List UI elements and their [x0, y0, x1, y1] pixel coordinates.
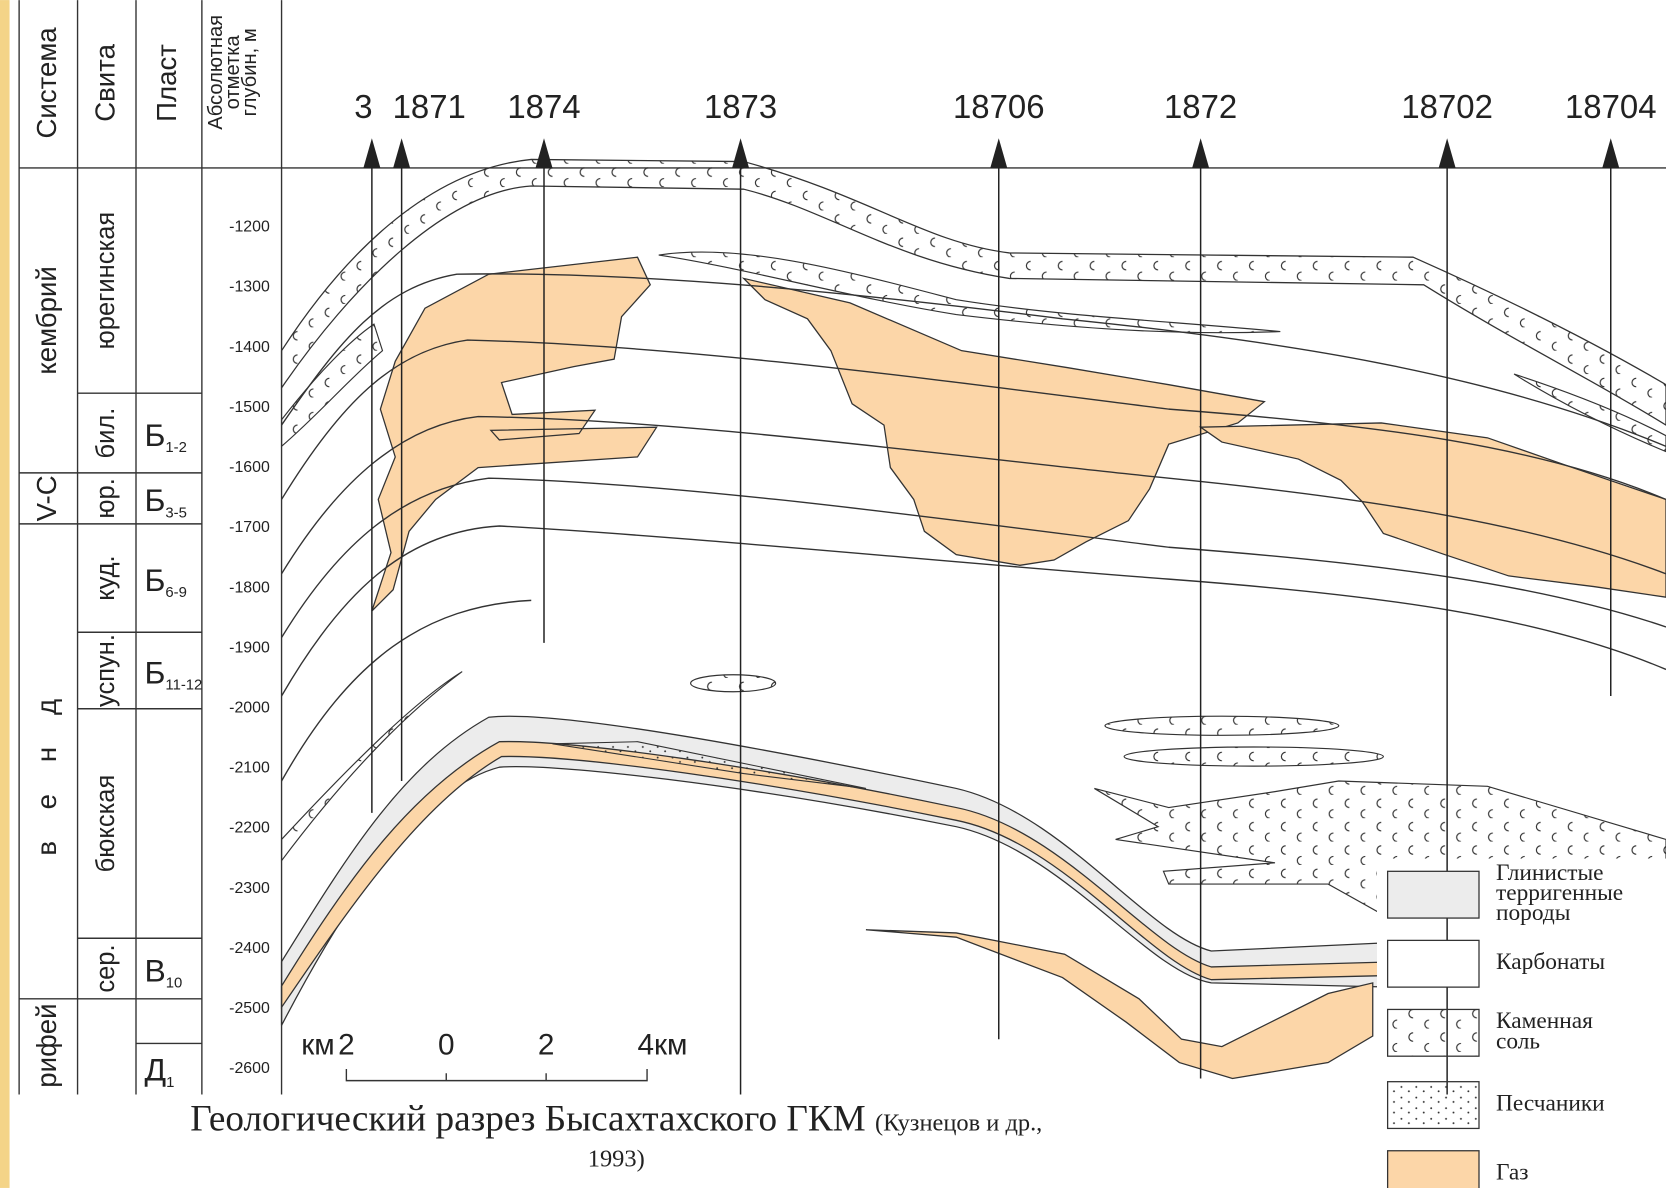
layer-index: 10 — [166, 976, 183, 992]
header-layer: Пласт — [151, 44, 182, 122]
scale-bar — [346, 1069, 647, 1081]
legend-label: Песчаники — [1496, 1090, 1605, 1116]
scale-label: 2 — [538, 1028, 555, 1061]
layer-name: Б3-5 — [145, 482, 187, 521]
depth-label: -1300 — [229, 279, 270, 296]
system-name: рифей — [31, 1003, 62, 1087]
depth-label: -1700 — [229, 519, 270, 536]
layer-name: Д1 — [145, 1052, 175, 1091]
legend-label: Газ — [1496, 1159, 1529, 1185]
salt-lens — [691, 675, 776, 692]
layer-name: Б11-12 — [145, 654, 203, 693]
caption-source: 1993) — [588, 1146, 645, 1173]
depth-label: -1400 — [229, 339, 270, 356]
legend-swatch — [1388, 940, 1479, 987]
suite-name: бил. — [92, 408, 120, 459]
suite-name: юр. — [92, 478, 120, 518]
legend-label: породы — [1496, 900, 1571, 926]
legend-swatch — [1388, 871, 1479, 918]
page: СистемаСвитаПластАбсолютнаяотметкаглубин… — [0, 0, 1666, 1188]
side-stripe — [0, 0, 10, 1188]
suite-name: успун. — [92, 634, 120, 707]
system-name: кембрий — [31, 266, 62, 374]
caption: Геологический разрез Бысахтахского ГКМ (… — [190, 1099, 1042, 1140]
well-name: 1871 — [393, 88, 466, 125]
legend-swatch — [1388, 1009, 1479, 1056]
scale-label: 2 — [338, 1028, 355, 1061]
suite-name: бюкская — [92, 775, 120, 873]
scale-label: 0 — [438, 1028, 455, 1061]
well-name: 3 — [354, 88, 372, 125]
depth-label: -1600 — [229, 459, 270, 476]
system-name: венд — [31, 667, 62, 856]
well-marker — [1439, 138, 1456, 168]
depth-label: -2400 — [229, 940, 270, 957]
caption-part: (Кузнецов и др., — [875, 1110, 1042, 1137]
depth-label: -2300 — [229, 880, 270, 897]
well-marker — [1192, 138, 1209, 168]
layer-index: 1-2 — [165, 440, 186, 456]
layer-index: 3-5 — [165, 506, 186, 522]
well-marker — [1602, 138, 1619, 168]
layer-index: 11-12 — [165, 678, 202, 694]
legend-swatch — [1388, 1082, 1479, 1129]
header-depth: глубин, м — [239, 28, 261, 116]
well-marker — [990, 138, 1007, 168]
layer-letter: Б — [145, 417, 166, 453]
layer-letter: Д — [145, 1052, 167, 1088]
legend-swatch — [1388, 1151, 1479, 1188]
legend-label: Карбонаты — [1496, 949, 1605, 975]
well-marker — [536, 138, 553, 168]
depth-label: -2200 — [229, 820, 270, 837]
salt-lens — [1105, 716, 1339, 735]
well-name: 18702 — [1401, 88, 1493, 125]
gas-body — [744, 278, 1265, 565]
suite-name: сер. — [92, 944, 120, 992]
caption-part: Геологический разрез Бысахтахского ГКМ — [190, 1099, 866, 1140]
layer-name: В10 — [145, 952, 183, 991]
cross-section: СистемаСвитаПластАбсолютнаяотметкаглубин… — [0, 0, 1666, 1188]
well-name: 1874 — [507, 88, 580, 125]
gas-body — [1201, 423, 1666, 597]
layer-name: Б6-9 — [145, 562, 187, 601]
well-name: 18706 — [953, 88, 1045, 125]
layer-letter: Б — [145, 482, 166, 518]
header-system: Система — [31, 27, 62, 139]
legend-label: соль — [1496, 1028, 1540, 1054]
layer-index: 1 — [166, 1075, 174, 1091]
well-marker — [393, 138, 410, 168]
header-suite: Свита — [90, 43, 121, 121]
depth-label: -1500 — [229, 399, 270, 416]
suite-name: куд. — [92, 555, 120, 600]
depth-label: -2000 — [229, 699, 270, 716]
layer-letter: Б — [145, 654, 166, 690]
depth-label: -2500 — [229, 1000, 270, 1017]
suite-name: юрегинская — [92, 212, 120, 350]
well-name: 1872 — [1164, 88, 1237, 125]
gas-body — [372, 257, 657, 611]
depth-label: -1900 — [229, 639, 270, 656]
salt-lens — [1124, 747, 1383, 766]
system-name: V-C — [31, 475, 62, 521]
scale-unit: км — [301, 1028, 334, 1061]
layer-letter: Б — [145, 562, 166, 598]
depth-label: -2600 — [229, 1060, 270, 1077]
well-marker — [363, 138, 380, 168]
layer-letter: В — [145, 952, 166, 988]
depth-label: -1200 — [229, 219, 270, 236]
well-name: 1873 — [704, 88, 777, 125]
layer-index: 6-9 — [165, 585, 186, 601]
depth-label: -1800 — [229, 579, 270, 596]
scale-label: 4км — [638, 1028, 688, 1061]
layer-name: Б1-2 — [145, 417, 187, 456]
depth-label: -2100 — [229, 760, 270, 777]
well-name: 18704 — [1565, 88, 1657, 125]
well-marker — [732, 138, 749, 168]
